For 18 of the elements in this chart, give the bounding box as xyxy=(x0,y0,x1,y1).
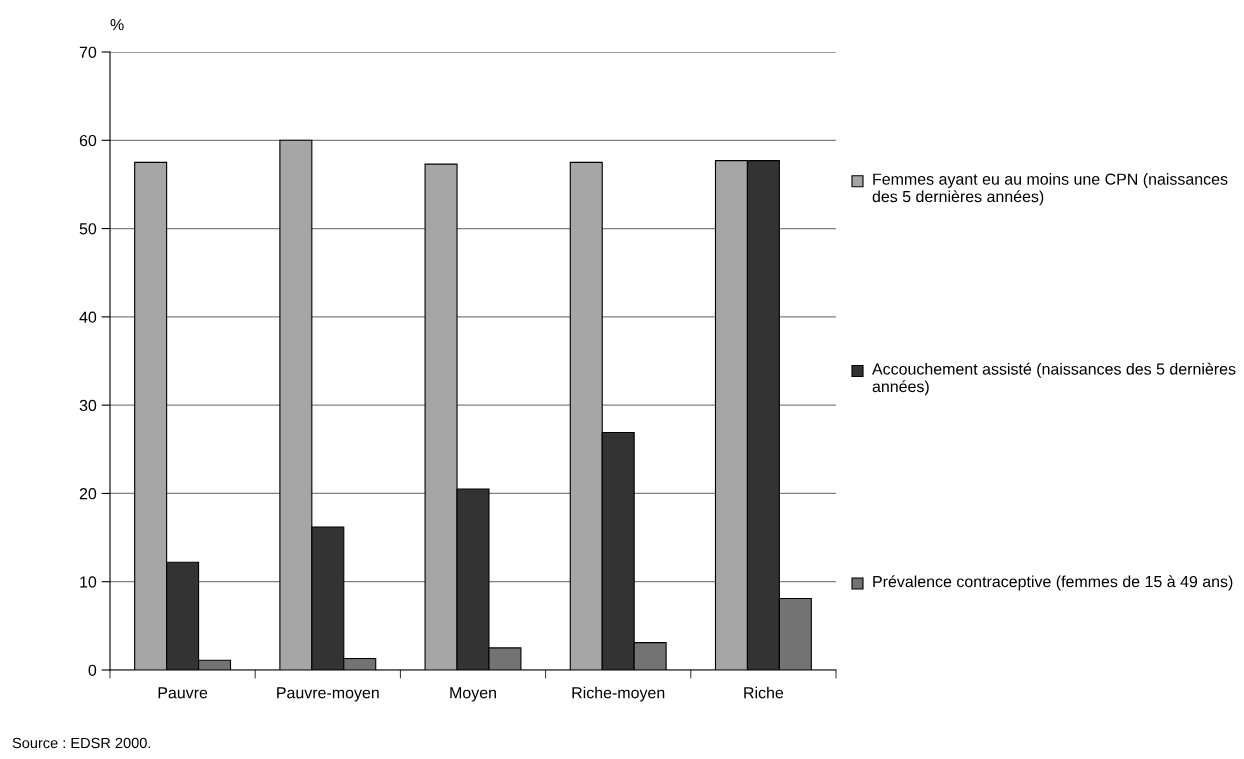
legend-label: Prévalence contraceptive (femmes de 15 à 49 ans) xyxy=(873,575,1233,591)
legend-label: Accouchement assisté (naissances des 5 dernières années) xyxy=(872,362,1236,396)
y-axis-title: % xyxy=(110,19,124,31)
y-tick-label: 30 xyxy=(79,399,97,412)
legend-label: Femmes ayant eu au moins une CPN (naissances des 5 dernières années) xyxy=(872,173,1228,206)
x-tick-label: Pauvre-moyen xyxy=(277,687,379,702)
y-tick-label: 0 xyxy=(88,664,97,676)
y-tick-label: 70 xyxy=(79,46,97,58)
y-tick-label: 60 xyxy=(79,134,97,147)
y-tick-label: 10 xyxy=(80,576,97,588)
y-tick-label: 40 xyxy=(79,311,97,323)
x-tick-label: Moyen xyxy=(450,687,496,702)
y-tick-label: 50 xyxy=(79,223,97,235)
y-tick-label: 20 xyxy=(79,488,97,500)
x-tick-label: Riche-moyen xyxy=(572,686,665,702)
source-note: Source : EDSR 2000. xyxy=(12,737,151,749)
x-tick-label: Pauvre xyxy=(158,687,208,699)
x-tick-label: Riche xyxy=(744,686,784,699)
